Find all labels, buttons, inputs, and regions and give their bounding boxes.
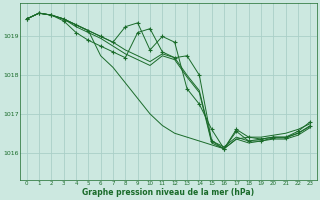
X-axis label: Graphe pression niveau de la mer (hPa): Graphe pression niveau de la mer (hPa) <box>83 188 255 197</box>
